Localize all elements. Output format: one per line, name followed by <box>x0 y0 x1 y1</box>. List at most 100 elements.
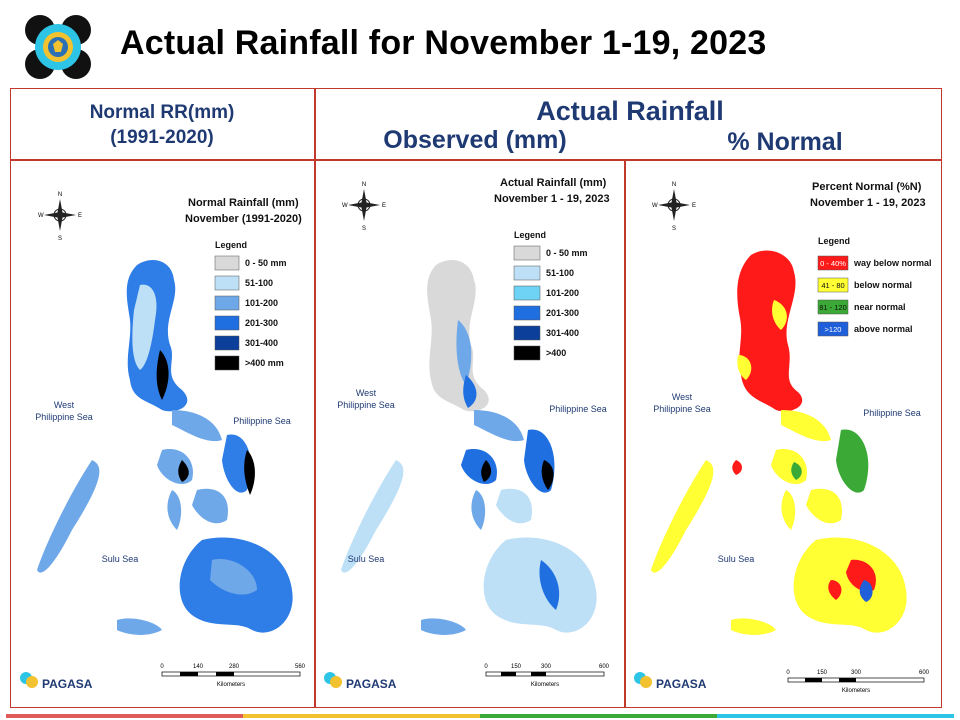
legend-swatch <box>817 299 849 315</box>
legend-label: 201-300 <box>245 318 278 328</box>
actual-header: Actual Rainfall <box>536 96 724 126</box>
pagasa-brand: PAGASA <box>20 672 93 691</box>
scale-label: 0 <box>160 664 164 670</box>
sea-label-south: Sulu Sea <box>718 554 755 564</box>
legend-range: >120 <box>825 325 842 334</box>
sea-label-south: Sulu Sea <box>348 554 385 564</box>
scale-unit: Kilometers <box>217 682 245 688</box>
brand-text: PAGASA <box>42 677 93 691</box>
legend-label: near normal <box>854 302 906 312</box>
svg-text:S: S <box>362 226 366 232</box>
legend: Legend 0 - 40% way below normal 41 - 80 bel… <box>817 236 932 337</box>
map-title-line1: Normal Rainfall (mm) <box>188 197 299 209</box>
legend-title: Legend <box>818 236 850 246</box>
legend-label: 51-100 <box>546 268 574 278</box>
brand-text: PAGASA <box>346 677 397 691</box>
content-frame <box>10 88 942 708</box>
legend-range: 41 - 80 <box>821 281 844 290</box>
legend-swatch <box>513 325 541 341</box>
scale-label: 560 <box>295 664 306 670</box>
compass-rose-icon: N S W E <box>342 182 386 232</box>
map-title-line2: November 1 - 19, 2023 <box>810 197 926 209</box>
scale-label: 300 <box>541 664 552 670</box>
legend-swatch <box>817 277 849 293</box>
legend: Legend 0 - 50 mm 51-100 101-200 201-300 301-… <box>513 230 588 361</box>
sea-label-east: Philippine Sea <box>549 404 607 414</box>
sea-label-west-2: Philippine Sea <box>35 412 93 422</box>
scale-unit: Kilometers <box>842 688 870 694</box>
legend-swatch <box>214 255 240 271</box>
scale-unit: Kilometers <box>531 682 559 688</box>
observed-header: Observed (mm) <box>383 126 567 154</box>
page-title: Actual Rainfall for November 1-19, 2023 <box>120 24 767 62</box>
divider <box>314 88 316 708</box>
sea-label-west-2: Philippine Sea <box>337 400 395 410</box>
brand-text: PAGASA <box>656 677 707 691</box>
legend-range: 81 - 120 <box>819 303 847 312</box>
svg-text:W: W <box>38 213 44 219</box>
map-panel-percent-normal: N S W E Percent Normal (%N) November 1 - 1… <box>626 160 940 706</box>
legend-swatch <box>214 295 240 311</box>
sea-label-east: Philippine Sea <box>233 416 291 426</box>
scale-label: 0 <box>484 664 488 670</box>
legend-swatch <box>513 245 541 261</box>
philippines-map <box>341 260 597 635</box>
map-title-line1: Percent Normal (%N) <box>812 181 922 193</box>
svg-text:S: S <box>672 226 676 232</box>
sea-label-west: West <box>356 388 377 398</box>
normal-header-line1: Normal RR(mm) <box>89 102 235 123</box>
legend-swatch <box>817 321 849 337</box>
map-title-line2: November (1991-2020) <box>185 213 302 225</box>
legend-swatch <box>513 265 541 281</box>
legend-range: 0 - 40% <box>820 259 846 268</box>
philippines-map <box>651 250 907 635</box>
scale-bar: 0 140 280 560 Kilometers <box>160 664 305 688</box>
legend-label: above normal <box>854 324 913 334</box>
legend-swatch <box>513 345 541 361</box>
map-panel-normal: N S W E Normal Rainfall (mm) November (199… <box>12 160 314 706</box>
bottom-color-strip <box>6 714 954 718</box>
pagasa-logo <box>25 15 91 79</box>
scale-label: 600 <box>599 664 610 670</box>
normal-header: Normal RR(mm) (1991-2020) <box>12 100 312 150</box>
sea-label-south: Sulu Sea <box>102 554 139 564</box>
divider <box>624 160 626 708</box>
scale-label: 300 <box>851 670 862 676</box>
compass-rose-icon: N S W E <box>38 192 82 242</box>
legend-label: 201-300 <box>546 308 579 318</box>
legend-title: Legend <box>215 240 247 250</box>
legend-label: 0 - 50 mm <box>245 258 287 268</box>
legend-swatch <box>214 275 240 291</box>
legend-label: 301-400 <box>245 338 278 348</box>
legend-swatch <box>214 315 240 331</box>
scale-label: 150 <box>511 664 522 670</box>
pagasa-brand: PAGASA <box>634 672 707 691</box>
svg-text:E: E <box>692 203 696 209</box>
map-title-line1: Actual Rainfall (mm) <box>500 177 607 189</box>
legend-label: 101-200 <box>245 298 278 308</box>
legend-swatch <box>214 335 240 351</box>
legend-label: >400 <box>546 348 566 358</box>
legend-label: 51-100 <box>245 278 273 288</box>
scale-label: 140 <box>193 664 204 670</box>
normal-header-line2: (1991-2020) <box>110 127 214 148</box>
legend-swatch <box>513 305 541 321</box>
legend: Legend 0 - 50 mm 51-100 101-200 201-300 301-… <box>214 240 287 371</box>
sea-label-west: West <box>54 400 75 410</box>
scale-bar: 0 150 300 600 Kilometers <box>786 670 929 694</box>
legend-label: way below normal <box>853 258 932 268</box>
scale-label: 600 <box>919 670 930 676</box>
legend-label: below normal <box>854 280 912 290</box>
scale-label: 280 <box>229 664 240 670</box>
svg-text:W: W <box>342 203 348 209</box>
legend-swatch <box>214 355 240 371</box>
scale-label: 150 <box>817 670 828 676</box>
scale-bar: 0 150 300 600 Kilometers <box>484 664 609 688</box>
philippines-map <box>37 260 293 635</box>
scale-label: 0 <box>786 670 790 676</box>
legend-swatch <box>513 285 541 301</box>
legend-label: >400 mm <box>245 358 284 368</box>
legend-swatch <box>817 255 849 271</box>
svg-text:N: N <box>672 182 676 188</box>
sea-label-west-2: Philippine Sea <box>653 404 711 414</box>
